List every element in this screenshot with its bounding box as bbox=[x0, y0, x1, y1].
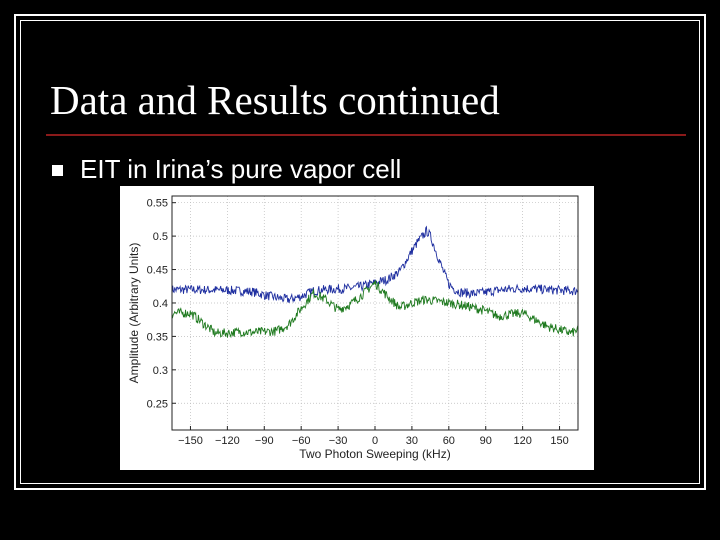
eit-chart: −150 −120 −90 −60 −30 0 30 60 90 120 150 0.25 0.3 0.3… bbox=[127, 195, 579, 461]
square-bullet-icon bbox=[52, 164, 63, 176]
grid-lines bbox=[172, 196, 578, 430]
y-tick-label: 0.5 bbox=[153, 231, 168, 243]
bullet-text: EIT in Irina’s pure vapor cell bbox=[80, 153, 402, 184]
slide-frame-outer bbox=[14, 14, 706, 490]
bullet-item: EIT in Irina’s pure vapor cell bbox=[52, 152, 401, 186]
series-line-2 bbox=[171, 280, 579, 339]
x-tick-label: −150 bbox=[178, 435, 203, 447]
x-tick-label: −120 bbox=[215, 435, 240, 447]
y-tick-label: 0.45 bbox=[147, 265, 168, 277]
slide-frame-inner bbox=[20, 20, 700, 484]
chart-panel: −150 −120 −90 −60 −30 0 30 60 90 120 150 0.25 0.3 0.3… bbox=[120, 186, 594, 470]
slide-title: Data and Results continued bbox=[50, 77, 500, 123]
x-tick-label: −60 bbox=[292, 435, 311, 447]
y-tick-label: 0.4 bbox=[153, 298, 168, 310]
x-tick-label: −90 bbox=[255, 435, 274, 447]
y-tick-label: 0.3 bbox=[153, 365, 168, 377]
y-tick-label: 0.55 bbox=[147, 198, 168, 210]
x-tick-label: 120 bbox=[513, 435, 531, 447]
x-tick-label: 0 bbox=[372, 435, 378, 447]
x-tick-label: 150 bbox=[550, 435, 568, 447]
y-axis-label: Amplitude (Arbitrary Units) bbox=[127, 243, 141, 384]
data-series bbox=[171, 225, 579, 339]
y-tick-label: 0.25 bbox=[147, 398, 168, 410]
axis-ticks: −150 −120 −90 −60 −30 0 30 60 90 120 150 0.25 0.3 0.3… bbox=[147, 198, 569, 447]
title-divider bbox=[46, 134, 686, 136]
series-line-1 bbox=[171, 225, 579, 304]
x-tick-label: 60 bbox=[443, 435, 455, 447]
x-tick-label: 30 bbox=[406, 435, 418, 447]
x-axis-label: Two Photon Sweeping (kHz) bbox=[299, 447, 450, 461]
y-tick-label: 0.35 bbox=[147, 331, 168, 343]
x-tick-label: 90 bbox=[480, 435, 492, 447]
x-tick-label: −30 bbox=[329, 435, 348, 447]
